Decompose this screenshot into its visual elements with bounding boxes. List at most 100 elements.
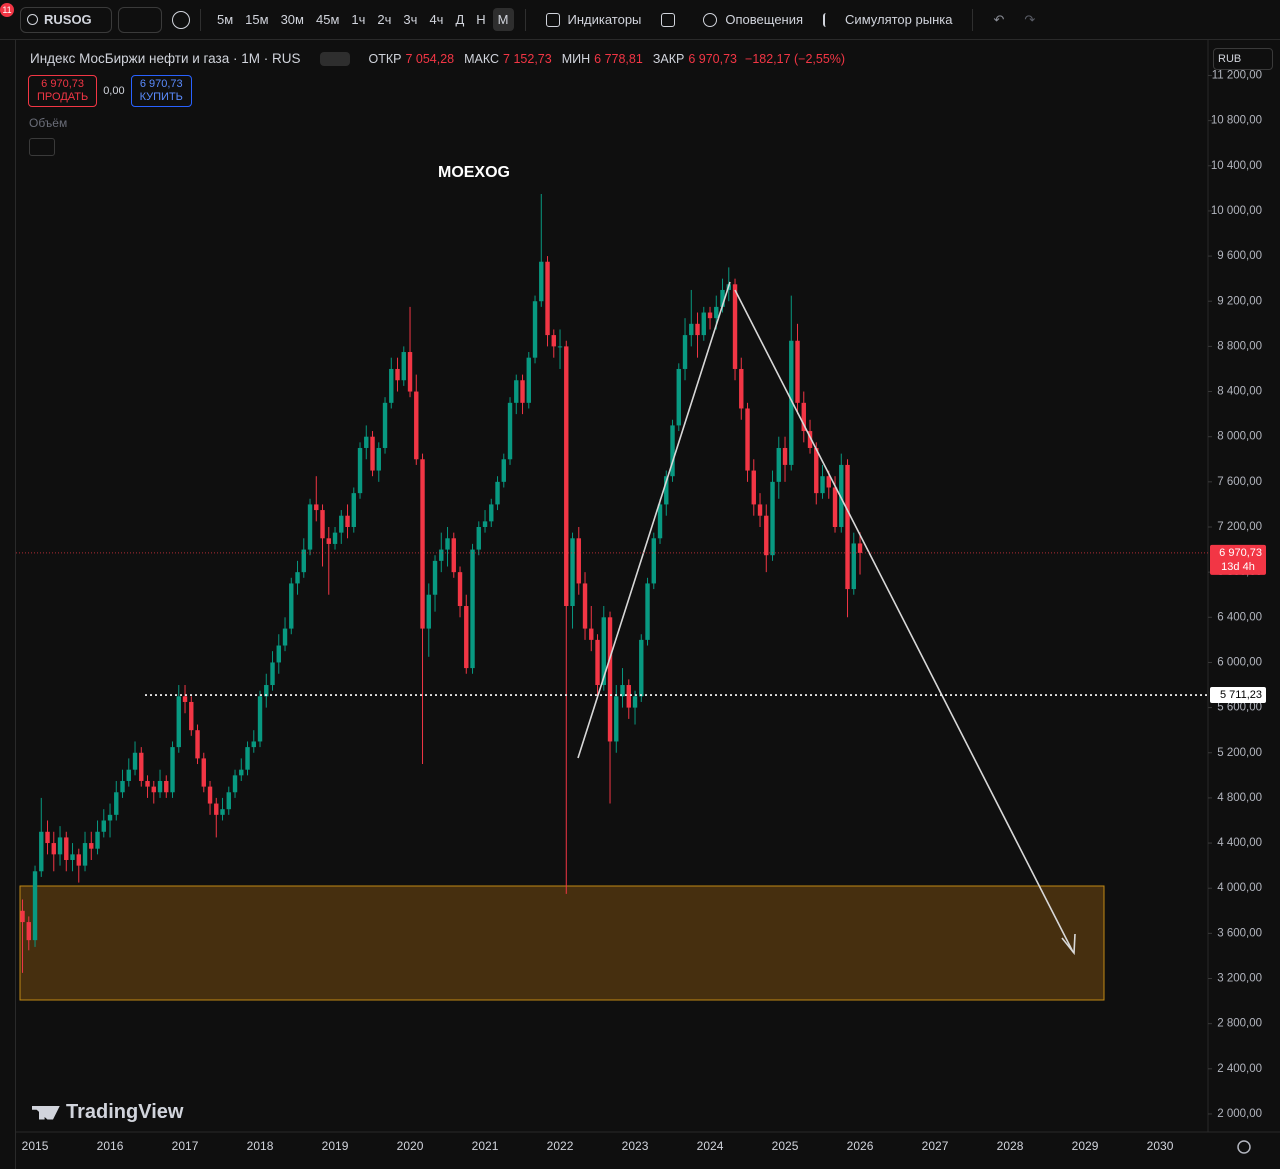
candle-body	[682, 335, 688, 369]
interval-button[interactable]: 2ч	[377, 12, 392, 27]
trend-arrow[interactable]	[734, 289, 1074, 953]
candle-body	[557, 346, 563, 348]
legend: Индекс МосБиржи нефти и газа · 1M · RUS …	[30, 51, 845, 66]
candle-body	[551, 335, 556, 347]
replay-button[interactable]: Симулятор рынка	[823, 12, 952, 27]
candle-body	[164, 780, 169, 793]
close-label: ЗАКР	[652, 51, 685, 66]
price-tag-label: 5 711,23	[1220, 689, 1262, 701]
candle-body	[345, 515, 350, 527]
candle-body	[157, 780, 163, 793]
candle-body	[382, 402, 388, 448]
candles	[20, 194, 863, 973]
y-tick-label: 8 800,00	[1217, 340, 1262, 352]
interval-button[interactable]: 1ч	[351, 12, 366, 27]
candle-body	[407, 352, 413, 392]
symbol-search[interactable]: RUSOG	[20, 6, 112, 33]
candle-body	[720, 289, 725, 307]
x-tick-label: 2021	[472, 1139, 499, 1153]
notification-badge[interactable]: 11	[0, 3, 14, 17]
price-tag	[1210, 687, 1266, 704]
redo-button[interactable]: ↷	[1024, 11, 1036, 27]
candle-body	[514, 380, 519, 403]
y-tick-label: 10 800,00	[1211, 115, 1262, 127]
candle-body	[732, 284, 738, 369]
alerts-button[interactable]: Оповещения	[703, 12, 803, 27]
candle-body	[445, 538, 450, 550]
candle-body	[614, 696, 619, 742]
x-tick-label: 2017	[172, 1139, 199, 1153]
candle-body	[326, 538, 331, 544]
candle-body	[657, 504, 663, 539]
interval-button[interactable]: 15м	[245, 12, 269, 27]
candle-body	[839, 464, 844, 527]
icon	[545, 12, 560, 27]
candle-body	[482, 521, 488, 527]
candle-body	[401, 352, 406, 381]
candle-body	[251, 741, 256, 748]
candle-body	[501, 459, 506, 482]
candle-body	[414, 391, 419, 460]
candle-body	[651, 538, 656, 584]
candle-body	[257, 696, 263, 742]
candle-body	[70, 854, 75, 860]
candle-body	[770, 481, 775, 556]
interval-button[interactable]: 4ч	[429, 12, 444, 27]
interval-button[interactable]: 3ч	[403, 12, 418, 27]
interval-button[interactable]: М	[492, 8, 514, 31]
undo-button[interactable]: ↶	[993, 11, 1005, 27]
y-tick-label: 5 200,00	[1217, 747, 1262, 759]
candle-body	[626, 685, 631, 708]
candle-body	[126, 769, 131, 781]
candle-body	[264, 685, 269, 697]
compare-button[interactable]	[172, 10, 190, 29]
interval-button[interactable]: Н	[476, 12, 486, 27]
candle-body	[489, 504, 494, 522]
interval-button[interactable]: 45м	[315, 12, 340, 27]
candle-body	[564, 346, 569, 607]
interval-button[interactable]: Д	[455, 12, 465, 27]
candle-body	[276, 645, 281, 663]
candle-body	[151, 786, 156, 793]
annotation[interactable]: MOEXOG	[438, 164, 510, 181]
buy-button[interactable]: 6 970,73 КУПИТЬ	[130, 75, 192, 107]
visibility-toggle[interactable]	[320, 51, 351, 66]
sell-price: 6 970,73	[41, 78, 84, 90]
sell-button[interactable]: 6 970,73 ПРОДАТЬ	[28, 75, 98, 107]
y-tick-label: 6 400,00	[1217, 611, 1262, 623]
favorites-button[interactable]	[118, 6, 162, 33]
candle-body	[689, 323, 694, 336]
candle-body	[526, 357, 531, 403]
top-toolbar: 11 RUSOG 5м 15м 30м 45м 1ч 2ч 3ч 4ч Д Н М Индикато…	[0, 0, 1280, 40]
high-label: МАКС	[464, 51, 500, 66]
settings-icon[interactable]	[1237, 1140, 1251, 1154]
currency-button[interactable]: RUB	[1213, 48, 1273, 70]
volume-label[interactable]: Объём	[29, 116, 68, 130]
candle-body	[376, 447, 381, 471]
y-tick-label: 2 800,00	[1217, 1018, 1262, 1030]
candle-body	[239, 769, 244, 776]
candle-body	[270, 662, 275, 686]
candle-body	[389, 368, 394, 403]
candle-body	[20, 910, 25, 923]
layouts-button[interactable]	[661, 12, 683, 27]
candle-body	[132, 752, 138, 770]
y-tick-label: 11 200,00	[1212, 70, 1262, 82]
zone-rectangle[interactable]	[19, 885, 1105, 1001]
interval-button[interactable]: 30м	[280, 12, 304, 27]
y-tick-label: 10 000,00	[1211, 205, 1262, 217]
candle-body	[339, 515, 344, 533]
candle-body	[845, 464, 850, 590]
y-tick-label: 8 400,00	[1217, 386, 1262, 398]
interval-button[interactable]: 5м	[217, 12, 234, 27]
trade-panel: 6 970,73 ПРОДАТЬ 0,00 6 970,73 КУПИТЬ	[28, 75, 192, 107]
close-value: 6 970,73	[688, 51, 738, 66]
candle-body	[145, 780, 150, 787]
price-tag-timer: 13d 4h	[1221, 561, 1255, 573]
y-tick-label: 10 400,00	[1211, 160, 1262, 172]
indicators-button[interactable]: Индикаторы	[545, 12, 641, 27]
candle-body	[832, 487, 838, 527]
collapse-button[interactable]	[29, 138, 55, 156]
trend-line[interactable]	[577, 281, 731, 759]
